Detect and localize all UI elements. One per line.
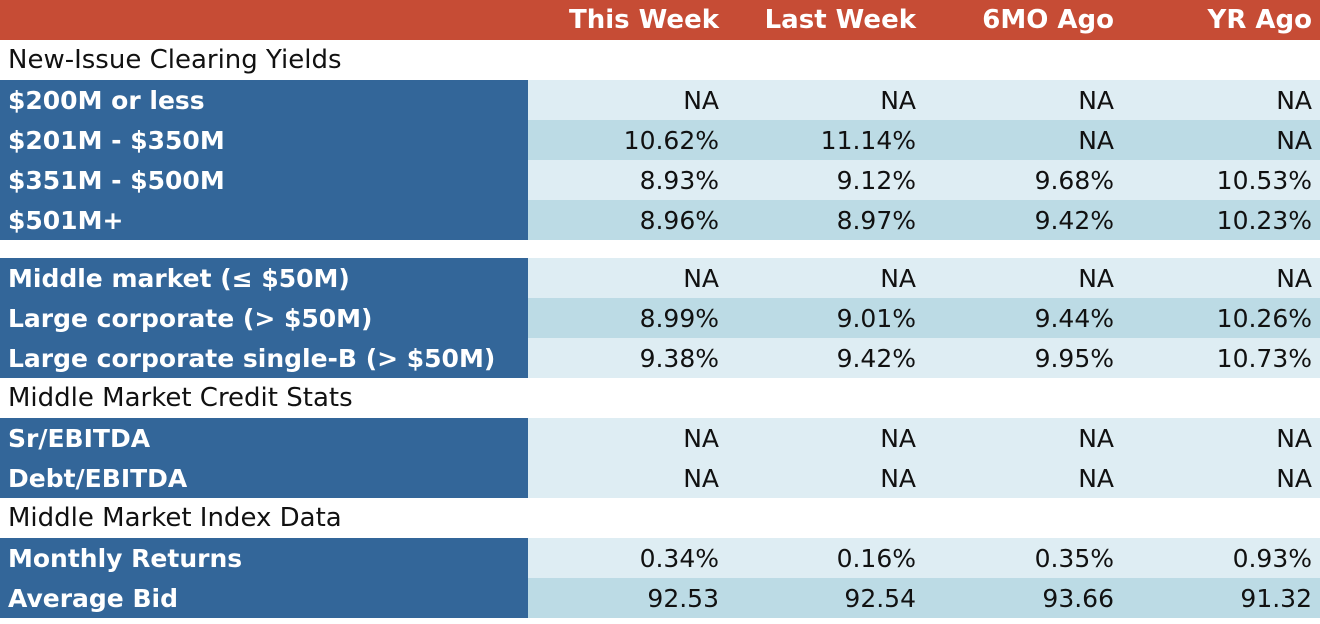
section-title: Middle Market Index Data (8, 503, 342, 533)
value-cell: 9.01% (727, 298, 924, 338)
row-label: $501M+ (0, 200, 528, 240)
table-row: Sr/EBITDA NA NA NA NA (0, 418, 1320, 458)
row-label: Middle market (≤ $50M) (0, 258, 528, 298)
value-cell: 0.93% (1122, 538, 1320, 578)
value-cell: NA (1122, 458, 1320, 498)
value-cell: NA (528, 418, 727, 458)
section-title: Middle Market Credit Stats (8, 383, 353, 413)
value-cell: 11.14% (727, 120, 924, 160)
value-cell: NA (1122, 120, 1320, 160)
value-cell: NA (1122, 418, 1320, 458)
header-row: This Week Last Week 6MO Ago YR Ago (0, 0, 1320, 40)
col-header-last-week: Last Week (764, 5, 916, 35)
value-cell: NA (924, 80, 1122, 120)
table-row: $501M+ 8.96% 8.97% 9.42% 10.23% (0, 200, 1320, 240)
table-row: $201M - $350M 10.62% 11.14% NA NA (0, 120, 1320, 160)
table-row: Large corporate (> $50M) 8.99% 9.01% 9.4… (0, 298, 1320, 338)
table-row: $351M - $500M 8.93% 9.12% 9.68% 10.53% (0, 160, 1320, 200)
value-cell: NA (727, 80, 924, 120)
value-cell: NA (1122, 258, 1320, 298)
value-cell: NA (924, 458, 1122, 498)
value-cell: 92.54 (727, 578, 924, 618)
value-cell: 8.96% (528, 200, 727, 240)
value-cell: 8.99% (528, 298, 727, 338)
value-cell: 8.97% (727, 200, 924, 240)
value-cell: NA (528, 458, 727, 498)
row-label: $200M or less (0, 80, 528, 120)
value-cell: NA (1122, 80, 1320, 120)
value-cell: 9.68% (924, 160, 1122, 200)
row-label: Average Bid (0, 578, 528, 618)
value-cell: NA (924, 120, 1122, 160)
value-cell: 92.53 (528, 578, 727, 618)
row-label: $201M - $350M (0, 120, 528, 160)
row-label: $351M - $500M (0, 160, 528, 200)
col-header-this-week: This Week (569, 5, 719, 35)
value-cell: 0.16% (727, 538, 924, 578)
section-row: Middle Market Credit Stats (0, 378, 1320, 418)
value-cell: NA (924, 258, 1122, 298)
value-cell: 0.35% (924, 538, 1122, 578)
table-row: Average Bid 92.53 92.54 93.66 91.32 (0, 578, 1320, 618)
table-row: Monthly Returns 0.34% 0.16% 0.35% 0.93% (0, 538, 1320, 578)
value-cell: NA (727, 418, 924, 458)
value-cell: NA (924, 418, 1122, 458)
row-label: Large corporate single-B (> $50M) (0, 338, 528, 378)
table-row: Debt/EBITDA NA NA NA NA (0, 458, 1320, 498)
table-row: $200M or less NA NA NA NA (0, 80, 1320, 120)
value-cell: 10.73% (1122, 338, 1320, 378)
section-row: Middle Market Index Data (0, 498, 1320, 538)
value-cell: 9.95% (924, 338, 1122, 378)
section-row: New-Issue Clearing Yields (0, 40, 1320, 80)
value-cell: NA (528, 80, 727, 120)
col-header-6mo-ago: 6MO Ago (982, 5, 1114, 35)
value-cell: 93.66 (924, 578, 1122, 618)
value-cell: NA (727, 458, 924, 498)
row-label: Large corporate (> $50M) (0, 298, 528, 338)
row-label: Sr/EBITDA (0, 418, 528, 458)
value-cell: 9.42% (727, 338, 924, 378)
section-title: New-Issue Clearing Yields (8, 45, 342, 75)
value-cell: 10.23% (1122, 200, 1320, 240)
col-header-yr-ago: YR Ago (1207, 5, 1313, 35)
value-cell: 9.38% (528, 338, 727, 378)
row-label: Monthly Returns (0, 538, 528, 578)
value-cell: 91.32 (1122, 578, 1320, 618)
value-cell: NA (528, 258, 727, 298)
spacer-row (0, 240, 1320, 258)
value-cell: 0.34% (528, 538, 727, 578)
value-cell: 9.12% (727, 160, 924, 200)
value-cell: 10.62% (528, 120, 727, 160)
value-cell: 9.44% (924, 298, 1122, 338)
header-corner (0, 0, 528, 40)
value-cell: 10.26% (1122, 298, 1320, 338)
table-row: Middle market (≤ $50M) NA NA NA NA (0, 258, 1320, 298)
value-cell: NA (727, 258, 924, 298)
value-cell: 9.42% (924, 200, 1122, 240)
row-label: Debt/EBITDA (0, 458, 528, 498)
table-row: Large corporate single-B (> $50M) 9.38% … (0, 338, 1320, 378)
value-cell: 8.93% (528, 160, 727, 200)
value-cell: 10.53% (1122, 160, 1320, 200)
